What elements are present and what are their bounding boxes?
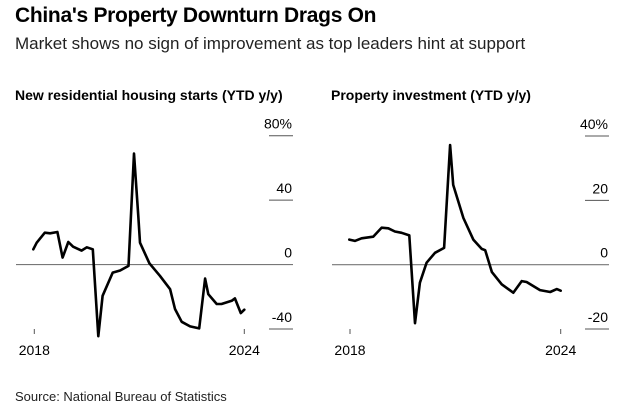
- left-y-tick-label: 0: [284, 245, 292, 261]
- chart-subtitle: Market shows no sign of improvement as t…: [15, 34, 526, 53]
- left-series-line: [31, 152, 246, 338]
- right-series-line: [348, 143, 562, 325]
- right-y-tick-label: 0: [600, 245, 608, 261]
- left-y-tick-label: 40: [276, 180, 292, 196]
- right-y-tick-label: -20: [588, 309, 608, 325]
- source-note: Source: National Bureau of Statistics: [15, 389, 227, 404]
- left-y-tick-label: 80%: [264, 116, 292, 132]
- right-y-tick-label: 20: [592, 180, 608, 196]
- chart-title: China's Property Downturn Drags On: [15, 4, 377, 27]
- right-y-tick-label: 40%: [580, 116, 608, 132]
- left-y-tick-label: -40: [272, 309, 292, 325]
- right-panel-title: Property investment (YTD y/y): [331, 87, 531, 103]
- left-x-tick-label: 2024: [229, 342, 260, 358]
- right-x-tick-label: 2018: [334, 342, 365, 358]
- left-panel-title: New residential housing starts (YTD y/y): [15, 87, 283, 103]
- left-x-tick-label: 2018: [19, 342, 50, 358]
- right-x-tick-label: 2024: [545, 342, 576, 358]
